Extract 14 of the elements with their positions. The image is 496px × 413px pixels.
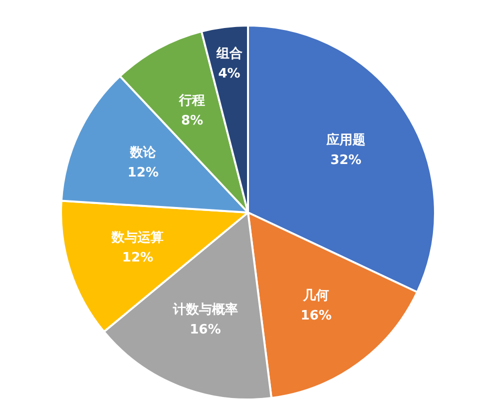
data-label: 16% xyxy=(300,308,332,324)
data-label: 4% xyxy=(218,66,240,82)
data-label: 12% xyxy=(128,166,159,181)
data-label: 32% xyxy=(330,152,362,168)
slice-label: 数论 xyxy=(129,146,158,161)
data-label: 8% xyxy=(181,113,204,128)
slice-label: 组合 xyxy=(215,45,242,62)
slice-label: 行程 xyxy=(178,93,206,108)
slice-label: 应用题 xyxy=(325,132,366,148)
data-label: 12% xyxy=(122,250,154,266)
slice-label: 几何 xyxy=(302,288,330,304)
slice-label: 计数与概率 xyxy=(172,302,238,318)
data-label: 16% xyxy=(190,322,221,338)
slice-label: 数与运算 xyxy=(110,230,164,246)
